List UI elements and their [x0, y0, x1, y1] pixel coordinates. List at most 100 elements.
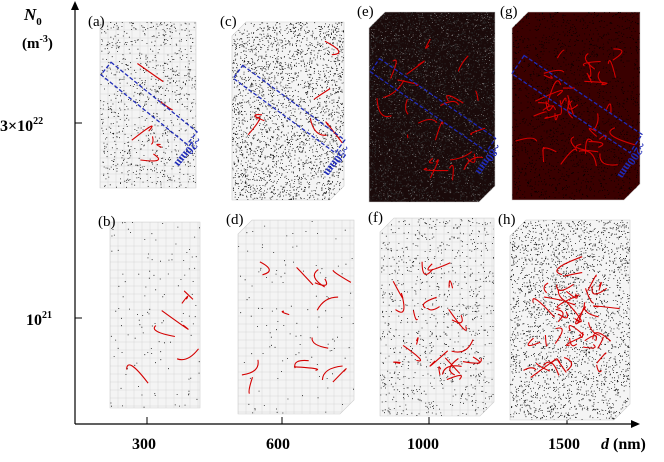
dislocation-line	[477, 358, 482, 365]
dislocation-line	[153, 325, 176, 338]
dislocation-line	[332, 368, 347, 383]
dislocation-line	[593, 113, 599, 130]
dislocation-line	[515, 137, 538, 142]
panel-label: (h)	[498, 212, 516, 228]
dislocation-line	[556, 49, 565, 59]
dislocation-line	[137, 63, 164, 82]
dislocation-line	[392, 281, 404, 299]
dislocation-line	[314, 278, 328, 286]
dislocation-line	[557, 289, 576, 306]
dislocation-line	[440, 100, 459, 107]
dislocation-line	[583, 302, 599, 318]
dislocation-line	[254, 114, 265, 122]
atom-points	[238, 220, 354, 414]
dislocation-line	[392, 361, 401, 364]
dislocation-line	[183, 290, 194, 300]
dislocation-line	[544, 334, 548, 347]
dislocation-line	[566, 290, 578, 299]
y-tick-2-mantissa: 10	[26, 312, 42, 329]
dislocation-line	[321, 365, 343, 381]
dislocation-line	[389, 59, 397, 79]
y-unit-prefix: (m	[22, 36, 40, 52]
dislocation-line	[567, 94, 574, 115]
dislocation-line	[421, 261, 434, 275]
dislocation-line	[543, 74, 553, 79]
dislocation-line	[131, 125, 153, 141]
dislocation-line	[449, 151, 473, 161]
dislocation-line	[470, 127, 486, 135]
dislocation-line	[332, 269, 352, 283]
panel-h: (h)	[498, 212, 631, 421]
y-axis-subscript: 0	[36, 16, 42, 28]
dislocation-line	[556, 358, 567, 373]
dislocation-line	[555, 308, 564, 323]
dislocation-line	[582, 60, 601, 67]
dislocation-line	[316, 296, 339, 311]
dislocation-line	[533, 111, 547, 117]
dislocation-line	[607, 60, 617, 78]
dislocation-line	[402, 344, 422, 362]
y-tick-1-exp: 22	[33, 116, 43, 127]
dislocation-line	[591, 285, 608, 295]
dislocation-line	[576, 305, 586, 324]
dislocation-line	[427, 262, 451, 271]
dislocation-line	[598, 134, 607, 140]
scale-box	[100, 61, 198, 146]
dislocation-line	[584, 334, 598, 342]
dislocation-line	[259, 261, 270, 276]
dislocation-line	[587, 274, 597, 292]
dislocation-line	[405, 99, 409, 115]
panel-label: (b)	[98, 214, 116, 230]
dislocation-line	[474, 90, 479, 101]
dislocation-line	[429, 350, 449, 367]
dislocation-line	[532, 298, 555, 318]
dislocation-line	[296, 267, 314, 286]
dislocation-line	[575, 143, 599, 153]
x-axis-symbol: d	[601, 436, 610, 453]
dislocation-line	[382, 79, 405, 99]
x-tick-label-4: 1500	[548, 436, 580, 453]
dislocation-line	[588, 141, 604, 148]
dislocation-line	[156, 143, 163, 148]
atom-points	[380, 218, 494, 416]
dislocation-line	[412, 310, 418, 321]
dislocation-line	[429, 159, 439, 179]
dislocation-line	[417, 118, 438, 124]
dislocation-line	[311, 337, 329, 349]
panel-label: (g)	[500, 4, 518, 20]
dislocation-line	[567, 100, 574, 119]
dislocation-line	[425, 38, 431, 49]
dislocation-line	[309, 118, 327, 136]
dislocation-line	[415, 337, 419, 345]
dislocation-line	[563, 356, 573, 372]
panel-label: (d)	[226, 212, 244, 228]
panel-e: ~80nm(e)	[357, 4, 504, 203]
dislocation-line	[241, 359, 259, 376]
dislocation-line	[247, 116, 261, 136]
x-axis-label: d (nm)	[601, 436, 646, 453]
dislocation-line	[523, 367, 537, 371]
dislocation-line	[407, 134, 409, 139]
dislocation-line	[543, 282, 549, 294]
dislocation-line	[556, 283, 574, 291]
dislocation-line	[556, 294, 580, 309]
dislocation-line	[324, 40, 340, 56]
dislocation-line	[544, 113, 560, 119]
scale-box	[232, 64, 346, 154]
x-tick-label-2: 600	[266, 436, 290, 453]
dislocation-line	[597, 336, 604, 349]
y-tick-label-1: 3×1022	[0, 116, 43, 135]
panel-label: (a)	[88, 14, 105, 30]
dislocation-line	[434, 121, 444, 141]
dislocation-line	[597, 71, 605, 86]
dislocation-line	[598, 281, 602, 291]
dislocation-line	[587, 322, 601, 336]
dislocation-line	[568, 325, 585, 336]
dislocation-line	[448, 308, 467, 331]
dislocation-line	[444, 357, 461, 374]
y-axis-label: N0	[23, 5, 42, 28]
panel-g: ~200nm(g)	[500, 4, 649, 201]
dislocation-line	[446, 374, 462, 381]
simulation-box	[109, 221, 201, 409]
